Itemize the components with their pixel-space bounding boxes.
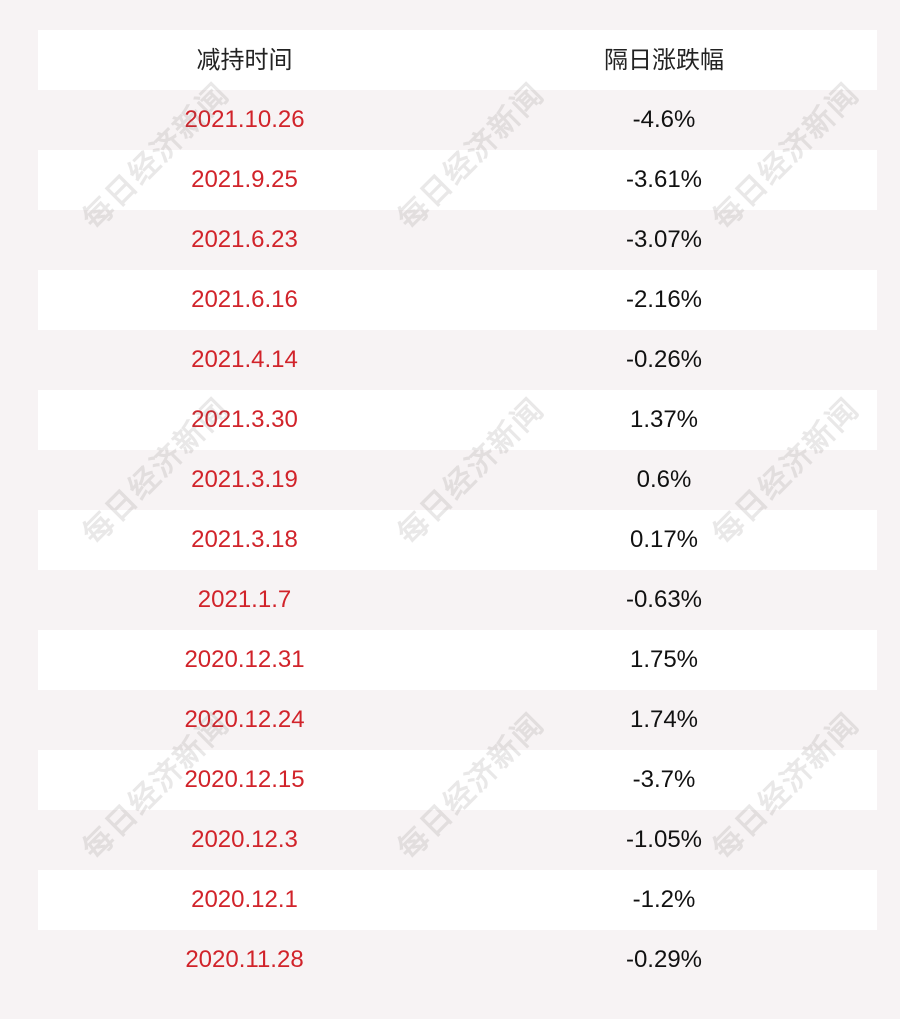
next-day-change: 0.6%: [636, 466, 692, 493]
table-row: 2020.11.28 -0.29%: [38, 930, 877, 990]
next-day-change: -2.16%: [625, 286, 703, 313]
reduction-date: 2021.1.7: [197, 586, 292, 613]
table-row: 2021.3.18 0.17%: [38, 510, 877, 570]
next-day-change: -3.7%: [632, 766, 696, 793]
reduction-date: 2021.4.14: [191, 346, 298, 373]
next-day-change: -1.2%: [632, 886, 696, 913]
table-row: 2021.9.25 -3.61%: [38, 150, 877, 210]
header-date: 减持时间: [196, 46, 293, 74]
next-day-change: 1.37%: [629, 406, 699, 433]
next-day-change: -0.63%: [625, 586, 703, 613]
table-row: 2021.3.19 0.6%: [38, 450, 877, 510]
table-row: 2020.12.15 -3.7%: [38, 750, 877, 810]
next-day-change: 1.74%: [629, 706, 699, 733]
table-row: 2021.10.26 -4.6%: [38, 90, 877, 150]
table-row: 2021.3.30 1.37%: [38, 390, 877, 450]
reduction-table: 减持时间 隔日涨跌幅 2021.10.26 -4.6% 2021.9.25 -3.61…: [38, 30, 877, 990]
table-row: 2020.12.1 -1.2%: [38, 870, 877, 930]
next-day-change: -3.07%: [625, 226, 703, 253]
table-header-row: 减持时间 隔日涨跌幅: [38, 30, 877, 90]
next-day-change: -0.26%: [625, 346, 703, 373]
table-row: 2021.6.23 -3.07%: [38, 210, 877, 270]
header-change: 隔日涨跌幅: [604, 46, 724, 74]
reduction-date: 2021.6.23: [191, 226, 298, 253]
reduction-date: 2020.11.28: [185, 946, 304, 973]
next-day-change: -1.05%: [625, 826, 703, 853]
reduction-date: 2021.3.19: [191, 466, 298, 493]
reduction-date: 2021.3.18: [191, 526, 298, 553]
reduction-date: 2020.12.24: [184, 706, 305, 733]
reduction-date: 2020.12.3: [191, 826, 298, 853]
reduction-date: 2021.10.26: [184, 106, 305, 133]
reduction-date: 2021.3.30: [191, 406, 298, 433]
next-day-change: -0.29%: [625, 946, 703, 973]
next-day-change: -3.61%: [625, 166, 703, 193]
reduction-date: 2021.6.16: [191, 286, 298, 313]
reduction-date: 2020.12.31: [184, 646, 305, 673]
table-row: 2021.1.7 -0.63%: [38, 570, 877, 630]
reduction-date: 2020.12.1: [191, 886, 298, 913]
table-row: 2020.12.24 1.74%: [38, 690, 877, 750]
reduction-date: 2020.12.15: [184, 766, 305, 793]
next-day-change: 1.75%: [629, 646, 699, 673]
table-body: 2021.10.26 -4.6% 2021.9.25 -3.61% 2021.6.23 -…: [38, 90, 877, 990]
reduction-date: 2021.9.25: [191, 166, 298, 193]
table-row: 2020.12.31 1.75%: [38, 630, 877, 690]
table-row: 2020.12.3 -1.05%: [38, 810, 877, 870]
table-row: 2021.6.16 -2.16%: [38, 270, 877, 330]
next-day-change: 0.17%: [629, 526, 699, 553]
next-day-change: -4.6%: [632, 106, 696, 133]
table-row: 2021.4.14 -0.26%: [38, 330, 877, 390]
